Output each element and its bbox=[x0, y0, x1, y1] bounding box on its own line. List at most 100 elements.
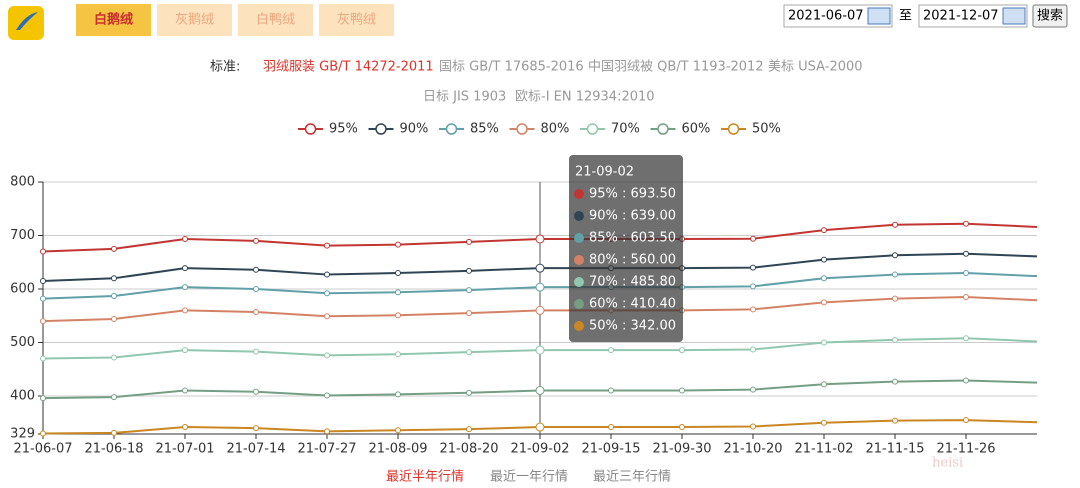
legend-label[interactable]: 70% bbox=[611, 122, 640, 137]
point bbox=[535, 305, 545, 315]
y-tick-label: 400 bbox=[10, 389, 35, 404]
point bbox=[892, 417, 898, 424]
legend-marker bbox=[586, 123, 599, 135]
point bbox=[892, 252, 898, 259]
point bbox=[963, 250, 969, 257]
tooltip-dot bbox=[574, 321, 584, 331]
point bbox=[608, 347, 614, 354]
point bbox=[821, 275, 827, 282]
y-tick-label: 700 bbox=[10, 228, 35, 243]
legend-marker bbox=[516, 123, 528, 135]
x-tick-label: 21-11-26 bbox=[936, 442, 995, 457]
point bbox=[182, 307, 188, 314]
standard-link[interactable]: 欧标-I EN 12934:2010 bbox=[515, 90, 655, 105]
tooltip-row: 70% : 485.80 bbox=[589, 275, 676, 290]
point bbox=[750, 306, 756, 313]
point bbox=[892, 336, 898, 343]
tab[interactable] bbox=[319, 4, 394, 36]
point bbox=[182, 235, 188, 242]
point bbox=[466, 267, 472, 274]
tooltip-row: 80% : 560.00 bbox=[589, 253, 676, 268]
point bbox=[111, 315, 117, 322]
point bbox=[535, 422, 545, 432]
point bbox=[182, 387, 188, 394]
standard-link[interactable]: 国标 GB/T 17685-2016 bbox=[439, 60, 584, 75]
point bbox=[466, 389, 472, 396]
x-tick-label: 21-07-14 bbox=[226, 442, 285, 457]
point bbox=[395, 312, 401, 319]
point bbox=[253, 348, 259, 355]
tab[interactable] bbox=[238, 4, 313, 36]
legend-label[interactable]: 85% bbox=[470, 122, 499, 137]
calendar-icon[interactable] bbox=[867, 7, 891, 25]
point bbox=[750, 423, 756, 430]
tooltip-dot bbox=[574, 211, 584, 221]
tab[interactable] bbox=[157, 4, 232, 36]
point bbox=[324, 271, 330, 278]
point bbox=[892, 378, 898, 385]
date-to-input[interactable] bbox=[918, 4, 1028, 28]
point bbox=[821, 339, 827, 346]
point bbox=[535, 345, 545, 355]
point bbox=[395, 427, 401, 434]
tooltip-title: 21-09-02 bbox=[575, 165, 634, 180]
point bbox=[750, 283, 756, 290]
tooltip-row: 95% : 693.50 bbox=[589, 187, 676, 202]
standards-label: 标准: bbox=[210, 60, 240, 75]
date-from-input[interactable] bbox=[783, 4, 893, 28]
tab[interactable] bbox=[76, 4, 151, 36]
point bbox=[963, 377, 969, 384]
legend-label[interactable]: 95% bbox=[329, 122, 358, 137]
point bbox=[892, 221, 898, 228]
calendar-icon[interactable] bbox=[1002, 7, 1026, 25]
y-tick-label: 600 bbox=[10, 282, 35, 297]
point bbox=[821, 419, 827, 426]
point bbox=[679, 424, 685, 431]
legend-label[interactable]: 90% bbox=[400, 122, 429, 137]
point bbox=[535, 263, 545, 273]
search-button[interactable] bbox=[1032, 4, 1068, 28]
point bbox=[821, 381, 827, 388]
point bbox=[821, 256, 827, 263]
point bbox=[750, 346, 756, 353]
point bbox=[253, 309, 259, 316]
x-tick-label: 21-09-30 bbox=[652, 442, 711, 457]
y-tick-label: 500 bbox=[10, 335, 35, 350]
y-tick-label: 329 bbox=[10, 427, 35, 442]
standard-link[interactable]: 羽绒服装 GB/T 14272-2011 bbox=[263, 60, 434, 75]
point bbox=[608, 387, 614, 394]
point bbox=[40, 355, 46, 362]
point bbox=[182, 284, 188, 291]
period-link[interactable]: 最近半年行情 bbox=[386, 470, 464, 485]
legend-label[interactable]: 50% bbox=[752, 122, 781, 137]
legend-marker bbox=[657, 123, 669, 135]
tooltip-row: 90% : 639.00 bbox=[589, 209, 676, 224]
standard-link[interactable]: 日标 JIS 1903 bbox=[423, 90, 506, 105]
point bbox=[324, 352, 330, 359]
date-from: 2021-06-07 bbox=[788, 9, 864, 24]
period-link[interactable]: 最近一年行情 bbox=[490, 470, 568, 485]
point bbox=[466, 349, 472, 356]
legend-marker bbox=[375, 123, 387, 135]
point bbox=[40, 295, 46, 302]
x-tick-label: 21-08-20 bbox=[439, 442, 498, 457]
point bbox=[111, 275, 117, 282]
point bbox=[466, 310, 472, 317]
standard-link[interactable]: 中国羽绒被 QB/T 1193-2012 bbox=[588, 60, 764, 75]
legend-marker bbox=[304, 123, 317, 135]
point bbox=[40, 395, 46, 402]
legend-marker bbox=[727, 123, 740, 135]
x-tick-label: 21-08-09 bbox=[368, 442, 427, 457]
point bbox=[466, 287, 472, 294]
search-label: 搜索 bbox=[1037, 9, 1063, 24]
legend-label[interactable]: 80% bbox=[541, 122, 570, 137]
period-link[interactable]: 最近三年行情 bbox=[593, 470, 671, 485]
legend-label[interactable]: 60% bbox=[682, 122, 711, 137]
point bbox=[892, 271, 898, 278]
standard-link[interactable]: 美标 USA-2000 bbox=[768, 60, 863, 75]
point bbox=[182, 265, 188, 272]
point bbox=[466, 238, 472, 245]
x-tick-label: 21-07-01 bbox=[155, 442, 214, 457]
point bbox=[40, 277, 46, 284]
